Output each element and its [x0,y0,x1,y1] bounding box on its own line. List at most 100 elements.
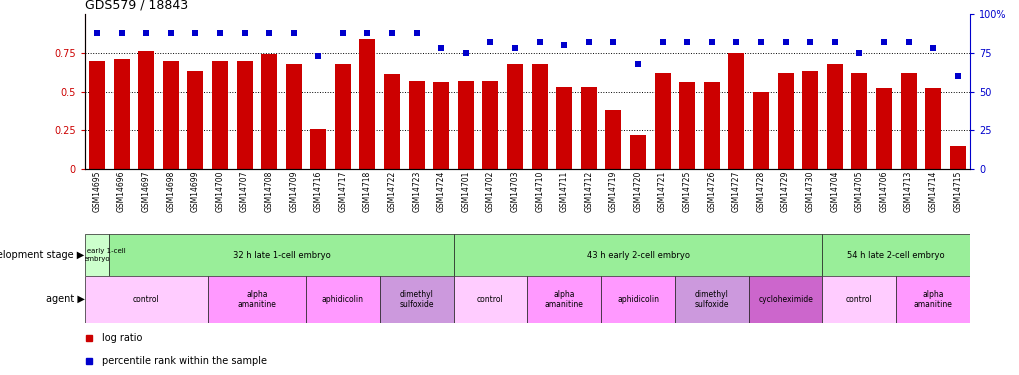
Text: GSM14728: GSM14728 [756,170,764,211]
Bar [482,81,498,169]
Bar [728,53,744,169]
Point [900,39,916,45]
Bar [776,73,793,169]
Bar [409,81,424,169]
Text: alpha
amanitine: alpha amanitine [544,290,583,309]
Text: GSM14702: GSM14702 [485,170,494,211]
Bar [285,64,302,169]
Text: GSM14717: GSM14717 [338,170,347,211]
Bar [654,73,669,169]
Point [752,39,768,45]
Point [801,39,817,45]
Point [482,39,498,45]
Text: GSM14718: GSM14718 [363,170,372,211]
Text: dimethyl
sulfoxide: dimethyl sulfoxide [694,290,729,309]
Bar [379,276,453,323]
Text: GSM14700: GSM14700 [215,170,224,212]
Bar [949,146,965,169]
Text: control: control [477,295,503,304]
Bar [113,59,129,169]
Point [89,30,105,36]
Point [851,50,867,56]
Point [506,45,523,51]
Point [776,39,793,45]
Text: GSM14703: GSM14703 [511,170,519,212]
Bar [630,135,645,169]
Bar [236,60,253,169]
Text: GSM14713: GSM14713 [903,170,912,211]
Point [383,30,399,36]
Bar [703,82,719,169]
Point [187,30,204,36]
Bar [679,82,695,169]
Text: GSM14699: GSM14699 [191,170,200,212]
Text: GSM14726: GSM14726 [706,170,715,211]
Text: GSM14698: GSM14698 [166,170,175,211]
Text: control: control [845,295,872,304]
Bar [748,276,821,323]
Point [162,30,178,36]
Point [310,53,326,59]
Bar [310,129,326,169]
Point [875,39,892,45]
Text: GSM14704: GSM14704 [829,170,839,212]
Point [654,39,671,45]
Text: GSM14705: GSM14705 [854,170,863,212]
Text: aphidicolin: aphidicolin [322,295,364,304]
Text: GSM14715: GSM14715 [953,170,961,211]
Bar [163,60,178,169]
Bar [900,73,916,169]
Bar [89,60,105,169]
Bar [821,234,969,276]
Text: aphidicolin: aphidicolin [616,295,658,304]
Text: GSM14706: GSM14706 [878,170,888,212]
Point [409,30,425,36]
Point [359,30,375,36]
Point [433,45,449,51]
Bar [826,64,842,169]
Text: GSM14696: GSM14696 [117,170,126,212]
Bar [208,276,306,323]
Bar [138,51,154,169]
Point [580,39,596,45]
Point [261,30,277,36]
Bar [851,73,866,169]
Text: GSM14708: GSM14708 [264,170,273,211]
Bar [433,82,448,169]
Text: alpha
amanitine: alpha amanitine [237,290,276,309]
Text: dimethyl
sulfoxide: dimethyl sulfoxide [399,290,433,309]
Point [334,30,351,36]
Text: GSM14710: GSM14710 [535,170,543,211]
Bar [675,276,748,323]
Bar [875,88,891,169]
Text: log ratio: log ratio [102,333,143,343]
Text: GSM14714: GSM14714 [927,170,936,211]
Bar [527,276,600,323]
Bar [458,81,474,169]
Text: GSM14730: GSM14730 [805,170,814,212]
Text: alpha
amanitine: alpha amanitine [913,290,952,309]
Text: GSM14695: GSM14695 [93,170,101,212]
Text: cycloheximide: cycloheximide [757,295,812,304]
Bar [453,276,527,323]
Point [113,30,129,36]
Point [458,50,474,56]
Bar [752,92,768,169]
Bar [821,276,896,323]
Bar [359,39,375,169]
Point [825,39,842,45]
Text: GSM14725: GSM14725 [682,170,691,211]
Bar [506,64,523,169]
Bar [580,87,596,169]
Text: GSM14697: GSM14697 [142,170,151,212]
Text: GSM14720: GSM14720 [633,170,642,211]
Text: GSM14722: GSM14722 [387,170,396,211]
Bar [306,276,379,323]
Bar [924,88,941,169]
Text: GSM14721: GSM14721 [657,170,666,211]
Bar [85,276,208,323]
Text: GSM14716: GSM14716 [314,170,322,211]
Text: GDS579 / 18843: GDS579 / 18843 [85,0,187,12]
Text: control: control [132,295,159,304]
Bar [605,110,621,169]
